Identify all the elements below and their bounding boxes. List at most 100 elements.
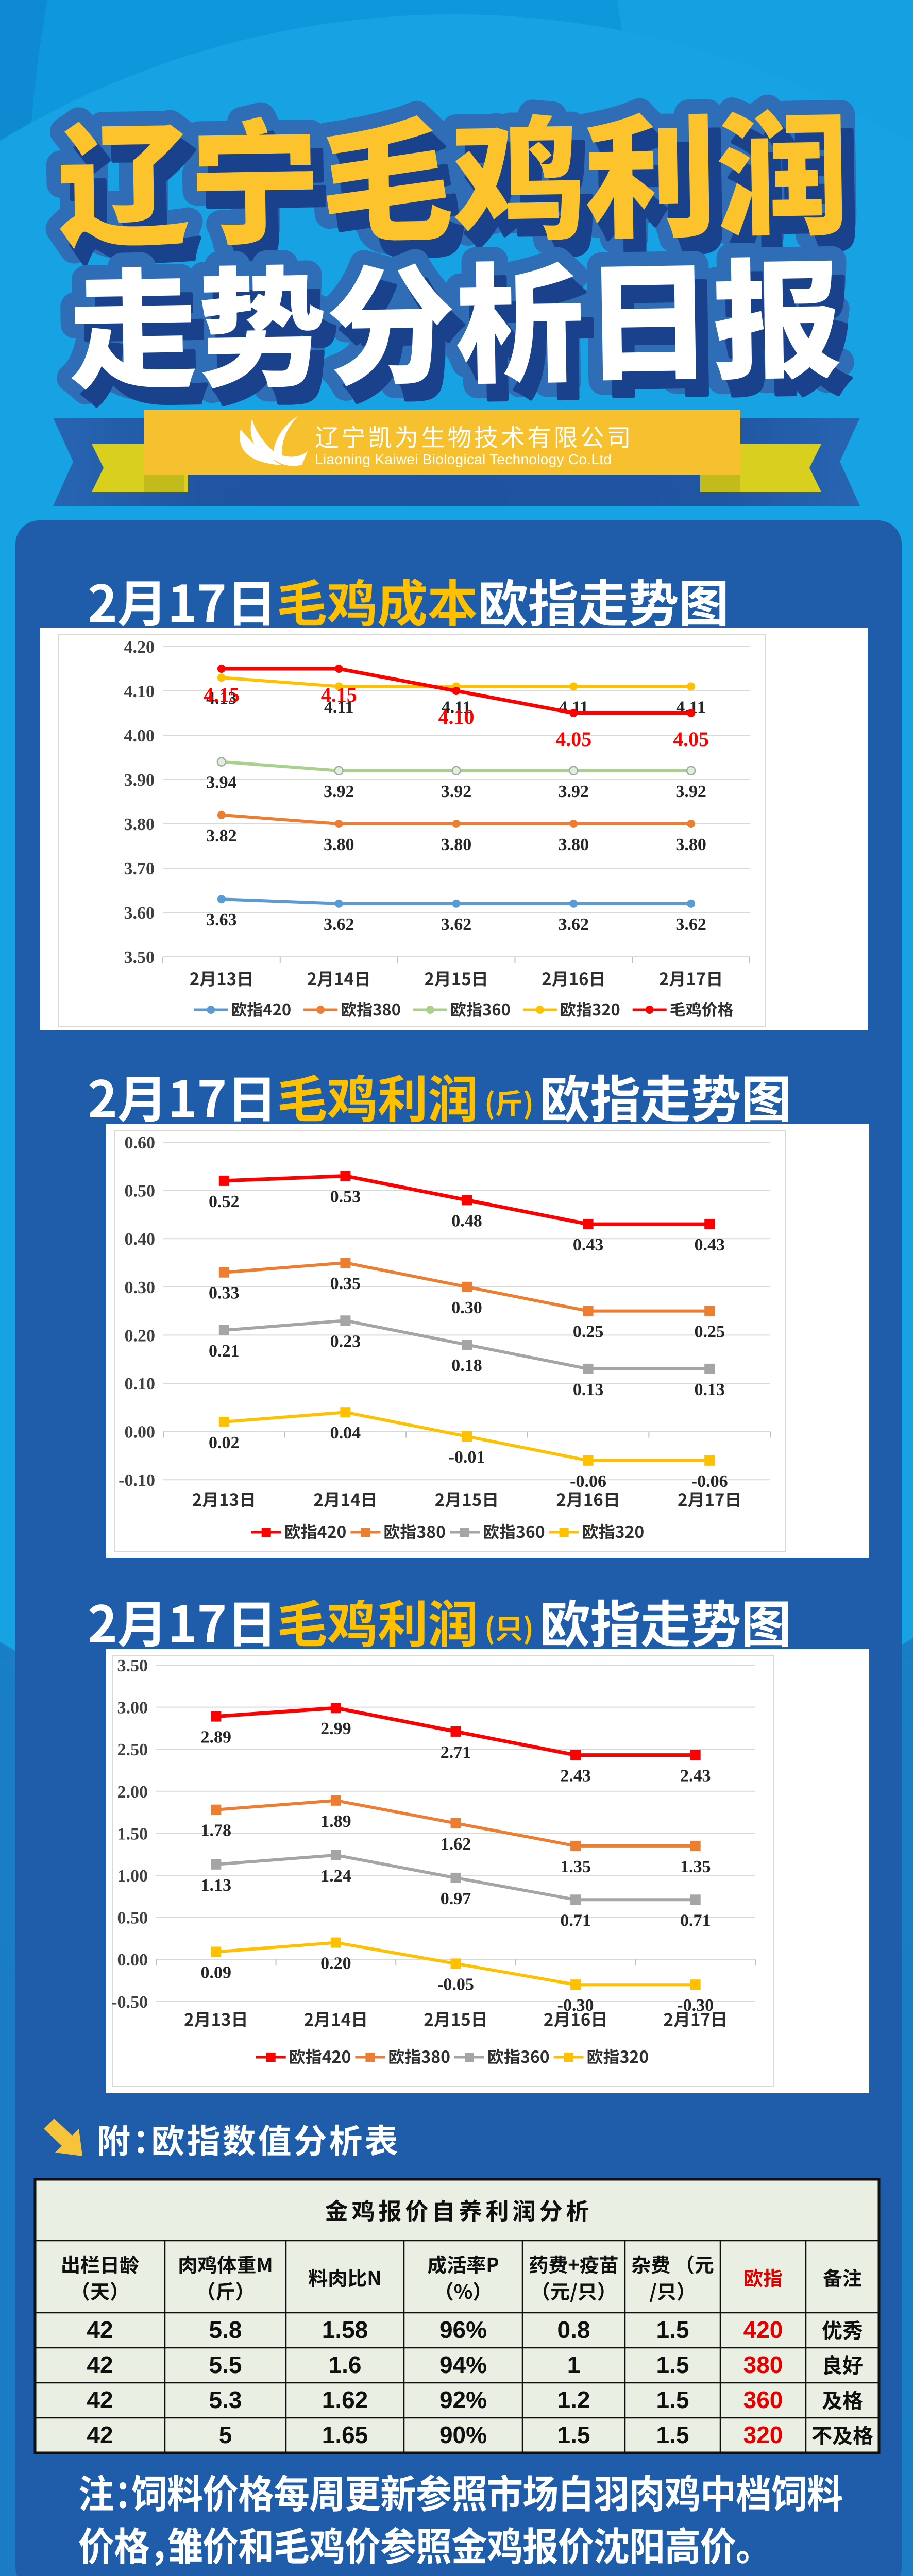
svg-text:0.30: 0.30 [125,1278,156,1297]
svg-text:3.92: 3.92 [559,782,589,801]
svg-text:42: 42 [87,2351,113,2378]
svg-text:0.20: 0.20 [320,1954,351,1973]
svg-text:0.20: 0.20 [125,1326,156,1345]
svg-text:3.80: 3.80 [124,815,155,834]
svg-text:3.62: 3.62 [559,915,589,934]
svg-text:-0.10: -0.10 [119,1471,155,1490]
svg-text:3.80: 3.80 [441,835,472,854]
svg-text:420: 420 [743,2316,783,2343]
svg-text:3.92: 3.92 [675,782,706,801]
svg-text:0.48: 0.48 [451,1211,482,1230]
svg-text:0.13: 0.13 [694,1380,725,1399]
svg-text:2.50: 2.50 [117,1740,148,1759]
svg-text:3.50: 3.50 [117,1656,148,1675]
svg-text:0.97: 0.97 [441,1889,471,1908]
svg-text:0.50: 0.50 [117,1909,148,1928]
svg-text:42: 42 [87,2386,113,2413]
svg-text:3.92: 3.92 [441,782,472,801]
svg-text:0.25: 0.25 [573,1323,604,1342]
svg-text:2.00: 2.00 [117,1783,148,1802]
svg-text:5.3: 5.3 [209,2386,242,2413]
svg-text:1.50: 1.50 [117,1824,148,1843]
svg-text:360: 360 [743,2386,783,2413]
svg-text:0.23: 0.23 [330,1332,361,1351]
svg-text:1.65: 1.65 [322,2421,368,2448]
svg-text:92%: 92% [439,2386,487,2413]
svg-text:-0.50: -0.50 [111,1993,148,2012]
svg-text:-0.30: -0.30 [557,1996,594,2015]
svg-text:5.5: 5.5 [209,2351,242,2378]
svg-text:3.80: 3.80 [324,835,354,854]
svg-text:2.89: 2.89 [201,1728,232,1747]
svg-text:0.33: 0.33 [209,1284,240,1303]
svg-text:1.6: 1.6 [329,2351,362,2378]
svg-text:1.5: 1.5 [656,2386,689,2413]
svg-text:42: 42 [87,2421,113,2448]
svg-text:0.71: 0.71 [560,1911,591,1930]
svg-text:3.62: 3.62 [675,915,706,934]
svg-text:1.5: 1.5 [656,2351,689,2378]
svg-text:3.80: 3.80 [559,835,589,854]
svg-text:1.78: 1.78 [201,1821,232,1840]
svg-text:-0.06: -0.06 [570,1472,606,1491]
svg-text:0.71: 0.71 [680,1911,711,1930]
svg-text:-0.05: -0.05 [437,1975,474,1994]
svg-text:Liaoning Kaiwei Biological Tec: Liaoning Kaiwei Biological Technology Co… [315,451,612,467]
svg-text:5: 5 [219,2421,232,2448]
svg-text:0.18: 0.18 [451,1356,482,1375]
svg-text:0.52: 0.52 [209,1192,240,1211]
svg-text:3.60: 3.60 [124,904,155,923]
svg-text:2.43: 2.43 [680,1767,711,1786]
svg-text:0.53: 0.53 [330,1188,361,1207]
svg-text:0.13: 0.13 [573,1380,604,1399]
svg-text:0.10: 0.10 [125,1375,156,1394]
svg-text:1.5: 1.5 [656,2421,689,2448]
svg-text:2.43: 2.43 [560,1767,591,1786]
svg-text:1.13: 1.13 [201,1876,232,1895]
svg-text:3.50: 3.50 [124,948,155,967]
svg-text:0.60: 0.60 [125,1133,156,1153]
svg-text:0.02: 0.02 [209,1433,240,1452]
svg-text:3.62: 3.62 [441,915,472,934]
svg-text:2.71: 2.71 [441,1743,471,1762]
svg-text:4.11: 4.11 [324,698,354,717]
svg-text:3.00: 3.00 [117,1699,148,1718]
svg-text:1.35: 1.35 [560,1857,591,1876]
svg-text:0.30: 0.30 [451,1298,482,1317]
svg-text:3.70: 3.70 [124,859,155,878]
svg-text:1.62: 1.62 [322,2386,368,2413]
svg-text:0.43: 0.43 [694,1235,725,1255]
svg-text:0.04: 0.04 [330,1423,361,1443]
svg-text:2.99: 2.99 [320,1719,351,1738]
svg-text:1.89: 1.89 [320,1812,351,1831]
svg-text:1.5: 1.5 [656,2316,689,2343]
svg-text:0.43: 0.43 [573,1235,604,1255]
svg-text:0.35: 0.35 [330,1274,361,1293]
svg-text:1.5: 1.5 [557,2421,590,2448]
svg-text:5.8: 5.8 [209,2316,242,2343]
svg-text:320: 320 [743,2421,783,2448]
svg-text:0.00: 0.00 [125,1423,156,1442]
svg-text:1.35: 1.35 [680,1857,711,1876]
svg-text:1.2: 1.2 [557,2386,590,2413]
svg-text:-0.01: -0.01 [449,1448,485,1467]
svg-text:380: 380 [743,2351,783,2378]
svg-text:4.00: 4.00 [124,726,155,745]
svg-text:3.82: 3.82 [206,826,237,845]
svg-text:4.11: 4.11 [442,698,471,717]
svg-text:1.00: 1.00 [117,1867,148,1886]
svg-text:4.15: 4.15 [321,683,357,706]
svg-text:-0.30: -0.30 [677,1996,714,2015]
svg-text:3.62: 3.62 [324,915,354,934]
svg-text:3.80: 3.80 [675,835,706,854]
svg-text:0.50: 0.50 [125,1182,156,1201]
svg-text:4.20: 4.20 [124,638,155,657]
svg-text:4.05: 4.05 [673,727,709,751]
svg-text:3.63: 3.63 [206,910,237,929]
svg-text:0.21: 0.21 [209,1342,240,1361]
svg-text:90%: 90% [439,2421,487,2448]
svg-text:4.10: 4.10 [438,705,475,728]
svg-text:94%: 94% [439,2351,487,2378]
svg-text:4.05: 4.05 [555,727,591,751]
svg-text:96%: 96% [439,2316,487,2343]
